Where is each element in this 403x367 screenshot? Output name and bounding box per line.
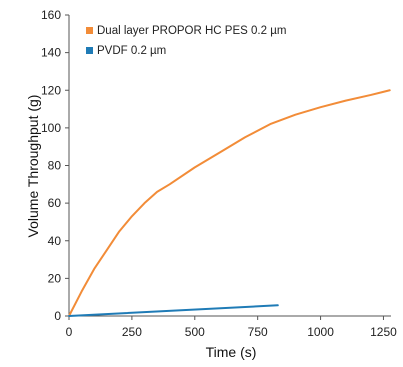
series-line-2 — [68, 304, 279, 317]
x-tick-label: 750 — [248, 325, 268, 339]
y-axis-title: Volume Throughput (g) — [25, 95, 41, 238]
legend-label-series-2: PVDF 0.2 µm — [97, 45, 166, 57]
x-axis-title: Time (s) — [206, 344, 257, 360]
y-tick-label: 40 — [48, 234, 62, 248]
series-line-1 — [68, 89, 391, 317]
x-tick-label: 0 — [66, 325, 73, 339]
legend-swatch-series-2 — [86, 47, 93, 54]
x-tick-label: 1250 — [370, 325, 397, 339]
y-tick-label: 60 — [48, 196, 62, 210]
y-tick-label: 0 — [54, 309, 61, 323]
legend-swatch-series-1 — [86, 27, 93, 34]
y-tick-label: 80 — [48, 159, 62, 173]
x-tick-label: 250 — [122, 325, 142, 339]
x-tick-label: 1000 — [307, 325, 334, 339]
y-tick-label: 120 — [41, 83, 61, 97]
legend: Dual layer PROPOR HC PES 0.2 µm PVDF 0.2… — [86, 25, 286, 57]
y-tick-label: 160 — [41, 8, 61, 22]
y-tick-label: 140 — [41, 46, 61, 60]
x-tick-label: 500 — [185, 325, 205, 339]
y-tick-label: 20 — [48, 271, 62, 285]
y-tick-label: 100 — [41, 121, 61, 135]
legend-label-series-1: Dual layer PROPOR HC PES 0.2 µm — [97, 25, 286, 37]
